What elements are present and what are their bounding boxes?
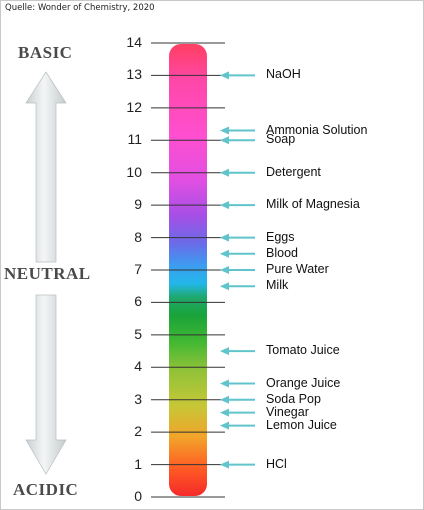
scale-tick-label: 7 — [134, 261, 142, 277]
substance-pointer-arrow — [220, 71, 255, 80]
scale-tick-label: 10 — [126, 163, 142, 180]
scale-tick-label: 5 — [134, 325, 142, 342]
substance-label: NaOH — [266, 67, 301, 82]
substance-pointer-arrow — [220, 266, 255, 274]
substance-label: Vinegar — [266, 404, 309, 419]
substance-pointer-arrow — [220, 233, 255, 242]
substance-pointer-arrow — [220, 201, 255, 210]
substance-label: Soap — [266, 132, 296, 147]
basic-arrow — [25, 71, 67, 263]
scale-tick-label: 2 — [134, 423, 142, 440]
basic-label: BASIC — [18, 43, 73, 62]
substance-pointer-arrow — [220, 168, 255, 177]
scale-tick-label: 1 — [134, 455, 142, 472]
acidic-label: ACIDIC — [13, 480, 79, 499]
scale-tick-label: 3 — [134, 390, 142, 407]
substance-label: Milk of Magnesia — [266, 197, 360, 212]
substance-label: Ammonia Solution — [266, 122, 368, 137]
substance-pointer-arrow — [220, 421, 255, 430]
substance-label: Eggs — [266, 229, 295, 244]
substance-label: Soda Pop — [266, 391, 321, 406]
scale-tick-label: 11 — [127, 131, 142, 148]
substance-pointer-arrow — [220, 408, 255, 417]
source-caption: Quelle: Wonder of Chemistry, 2020 — [5, 3, 155, 13]
scale-tick-label: 9 — [134, 196, 142, 213]
substance-label: Orange Juice — [266, 375, 341, 390]
substance-pointer-arrow — [220, 379, 255, 388]
substance-label: Tomato Juice — [266, 343, 340, 358]
substance-label: Lemon Juice — [266, 417, 337, 432]
neutral-label: NEUTRAL — [4, 264, 91, 283]
scale-tick-label: 14 — [126, 34, 142, 50]
substance-pointer-arrow — [220, 282, 255, 291]
substance-label: Blood — [266, 245, 298, 260]
scale-tick-label: 13 — [126, 66, 142, 83]
substance-label: HCl — [266, 456, 287, 471]
substance-pointer-arrow — [220, 249, 255, 258]
substance-label: Pure Water — [266, 262, 329, 276]
substance-pointer-arrow — [220, 126, 255, 135]
scale-tick-label: 12 — [126, 98, 142, 115]
substance-pointer-arrow — [220, 136, 255, 145]
scale-tick-label: 8 — [134, 228, 142, 245]
substance-label: Detergent — [266, 164, 321, 179]
substance-label: Milk — [266, 278, 289, 293]
scale-tick-label: 4 — [134, 358, 142, 375]
substance-pointer-arrow — [220, 395, 255, 404]
substance-pointer-arrow — [220, 347, 255, 356]
acidic-arrow — [25, 294, 67, 475]
scale-tick-label: 6 — [134, 293, 142, 310]
scale-tick-label: 0 — [134, 488, 142, 504]
substance-pointer-arrow — [220, 460, 255, 469]
